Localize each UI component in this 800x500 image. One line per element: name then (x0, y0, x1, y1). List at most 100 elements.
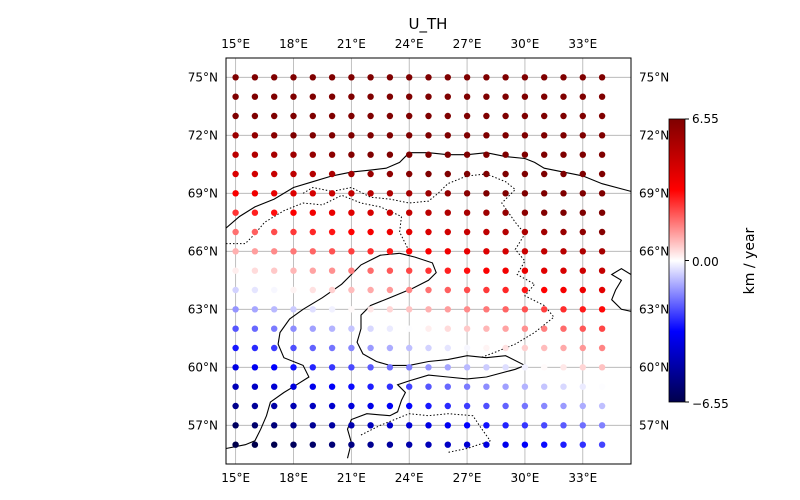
data-point (386, 228, 394, 236)
data-point (309, 112, 316, 120)
data-point (425, 248, 432, 255)
data-point (425, 74, 432, 81)
data-point (367, 441, 374, 448)
data-point (251, 286, 259, 294)
data-point (521, 383, 529, 390)
data-point (425, 209, 432, 216)
data-point (444, 286, 451, 294)
data-point (271, 132, 278, 139)
data-point (541, 112, 548, 120)
data-point (328, 228, 336, 236)
data-point (406, 383, 413, 390)
data-point (521, 364, 529, 371)
data-point (328, 441, 336, 448)
data-point (483, 286, 490, 294)
data-point (444, 93, 451, 100)
data-point (309, 383, 316, 390)
coastline-russia-white-sea (610, 268, 631, 312)
data-point (406, 132, 413, 139)
data-point (541, 248, 548, 255)
data-point (271, 248, 278, 255)
data-point (271, 151, 278, 158)
data-point (444, 441, 451, 448)
data-point (406, 112, 413, 120)
data-point (541, 132, 548, 139)
data-point (483, 325, 490, 332)
lat-tick-label-right: 63°N (639, 302, 669, 316)
data-point (579, 228, 586, 236)
data-point (541, 267, 548, 274)
data-point (367, 209, 374, 216)
data-point (386, 383, 394, 390)
data-point (521, 325, 529, 332)
data-point (560, 402, 567, 410)
coastlines (226, 152, 631, 459)
data-point (367, 402, 374, 410)
data-point (406, 74, 413, 81)
data-point (251, 344, 259, 352)
data-point (290, 344, 297, 352)
data-point (502, 93, 509, 100)
data-point (290, 190, 297, 197)
data-point (560, 344, 567, 352)
data-point (521, 422, 529, 429)
lat-tick-label-left: 75°N (188, 70, 218, 84)
data-point (502, 267, 509, 274)
data-point (560, 74, 567, 81)
data-point (483, 248, 490, 255)
data-point (232, 112, 239, 120)
data-point (425, 364, 432, 371)
data-point (541, 286, 548, 294)
data-point (386, 209, 394, 216)
data-point (290, 441, 297, 448)
data-point (232, 364, 239, 371)
lat-tick-label-left: 63°N (188, 302, 218, 316)
lat-tick-label-right: 72°N (639, 128, 669, 142)
data-point (290, 267, 297, 274)
data-point (309, 74, 316, 81)
data-point (502, 383, 509, 390)
data-point (309, 151, 316, 158)
data-point (232, 93, 239, 100)
data-point (406, 228, 413, 236)
data-point (541, 190, 548, 197)
data-point (232, 132, 239, 139)
lon-tick-label-bottom: 33°E (568, 471, 597, 485)
data-point (541, 383, 548, 390)
data-point (560, 383, 567, 390)
data-point (463, 441, 471, 448)
data-point (328, 267, 336, 274)
data-point (579, 344, 586, 352)
data-point (521, 112, 529, 120)
data-point (444, 151, 451, 158)
data-point (483, 383, 490, 390)
data-point (502, 151, 509, 158)
data-point (598, 306, 606, 313)
data-point (425, 170, 432, 178)
data-point (251, 383, 259, 390)
data-point (271, 402, 278, 410)
data-point (290, 151, 297, 158)
data-point (425, 112, 432, 120)
data-point (290, 170, 297, 178)
data-point (521, 306, 529, 313)
data-point (579, 267, 586, 274)
lat-tick-label-right: 60°N (639, 360, 669, 374)
data-point (386, 190, 394, 197)
data-point (521, 248, 529, 255)
data-point (232, 344, 239, 352)
data-point (232, 248, 239, 255)
data-point (348, 248, 355, 255)
data-point (406, 306, 413, 313)
data-point (386, 325, 394, 332)
lat-tick-label-right: 69°N (639, 186, 669, 200)
data-point (502, 228, 509, 236)
data-point (463, 248, 471, 255)
data-point (463, 267, 471, 274)
data-point (483, 422, 490, 429)
data-point (328, 151, 336, 158)
lon-tick-labels-bottom: 15°E 18°E 21°E 24°E 27°E 30°E 33°E (221, 471, 597, 485)
lon-tick-label-top: 18°E (279, 37, 308, 51)
data-point (560, 93, 567, 100)
data-point (579, 383, 586, 390)
